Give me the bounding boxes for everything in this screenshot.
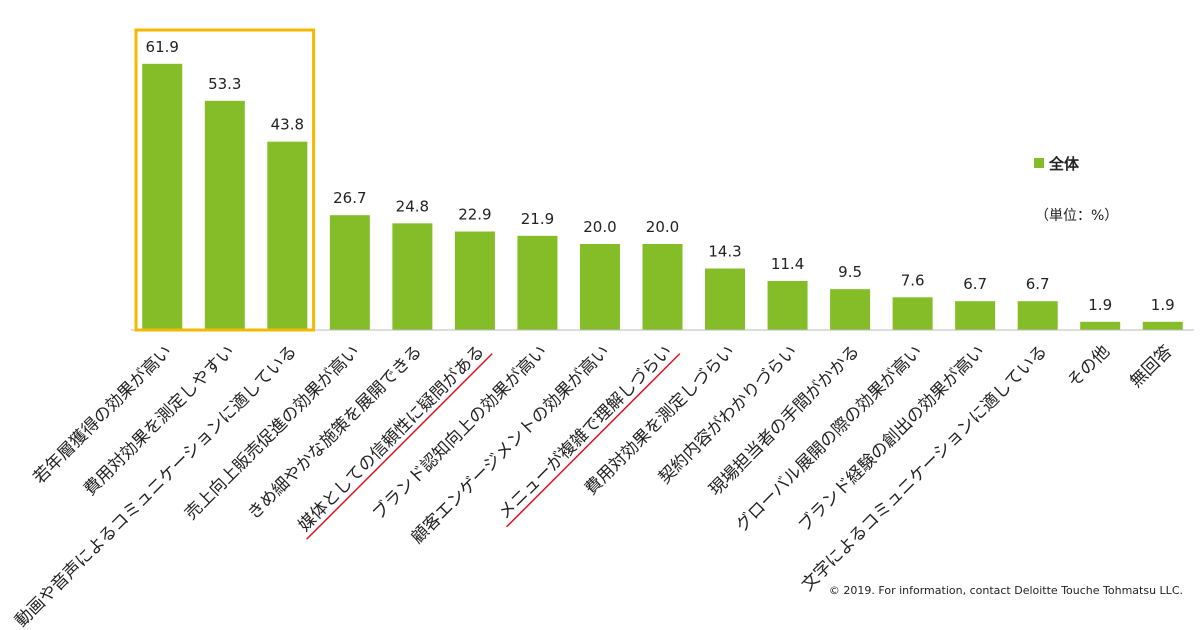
value-label: 9.5 bbox=[838, 263, 862, 281]
bar bbox=[392, 223, 433, 330]
value-label: 43.8 bbox=[271, 116, 304, 134]
bar bbox=[1017, 301, 1058, 330]
underline bbox=[506, 353, 681, 528]
highlight-box bbox=[134, 28, 316, 332]
bar bbox=[454, 231, 495, 330]
value-label: 6.7 bbox=[963, 275, 987, 293]
footnote: © 2019. For information, contact Deloitt… bbox=[829, 584, 1183, 597]
x-tick-group: 無回答 bbox=[1126, 342, 1176, 392]
value-label: 24.8 bbox=[396, 197, 429, 215]
bar bbox=[517, 235, 558, 330]
x-tick-label: 動画や音声によるコミュニケーションに適している bbox=[11, 342, 301, 630]
value-label: 6.7 bbox=[1026, 275, 1050, 293]
bar bbox=[579, 244, 620, 330]
bar bbox=[955, 301, 996, 330]
value-label: 26.7 bbox=[333, 189, 366, 207]
bar bbox=[1142, 321, 1183, 330]
x-tick-label: 無回答 bbox=[1126, 342, 1176, 392]
underline bbox=[306, 353, 493, 540]
bar bbox=[204, 100, 245, 330]
value-label: 21.9 bbox=[521, 210, 554, 228]
value-label: 1.9 bbox=[1088, 296, 1112, 314]
unit-note: （単位：%） bbox=[1035, 208, 1118, 224]
value-label: 7.6 bbox=[901, 271, 925, 289]
legend-label: 全体 bbox=[1048, 155, 1080, 173]
value-label: 14.3 bbox=[708, 243, 741, 261]
value-label: 1.9 bbox=[1151, 296, 1175, 314]
value-label: 61.9 bbox=[146, 38, 179, 56]
value-label: 11.4 bbox=[771, 255, 804, 273]
bar bbox=[329, 215, 370, 330]
bar bbox=[705, 268, 746, 330]
bar bbox=[767, 280, 808, 330]
bar bbox=[1080, 321, 1121, 330]
bar bbox=[142, 63, 183, 330]
x-tick-group: その他 bbox=[1064, 342, 1114, 392]
bar bbox=[830, 289, 871, 330]
value-label: 20.0 bbox=[646, 218, 679, 236]
legend-swatch bbox=[1034, 158, 1044, 168]
bar bbox=[642, 244, 683, 330]
value-label: 20.0 bbox=[583, 218, 616, 236]
value-label: 22.9 bbox=[458, 206, 491, 224]
x-tick-group: 動画や音声によるコミュニケーションに適している bbox=[11, 342, 301, 630]
bar bbox=[267, 141, 308, 330]
x-tick-label: その他 bbox=[1064, 342, 1114, 392]
value-label: 53.3 bbox=[208, 75, 241, 93]
bar bbox=[892, 297, 933, 330]
